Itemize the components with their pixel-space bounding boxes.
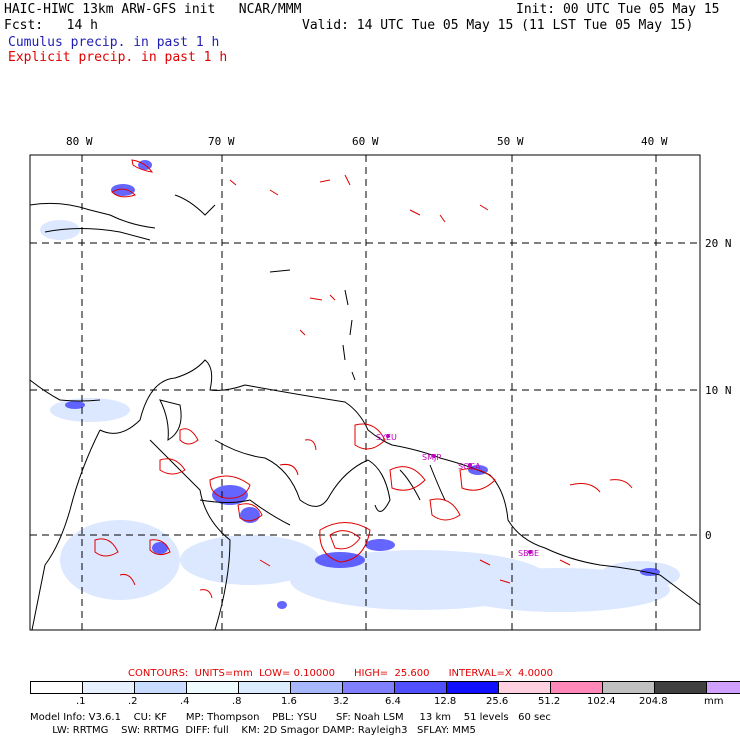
- colorbar: [30, 681, 740, 694]
- colorbar-tick-label: 102.4: [587, 696, 616, 707]
- cumulus-legend: Cumulus precip. in past 1 h: [8, 35, 220, 50]
- colorbar-tick-label: .8: [232, 696, 242, 707]
- valid-time: Valid: 14 UTC Tue 05 May 15 (11 LST Tue …: [302, 18, 694, 33]
- cumulus-precip: [65, 160, 660, 609]
- model-title: HAIC-HIWC 13km ARW-GFS init NCAR/MMM: [4, 2, 302, 17]
- colorbar-swatch: [447, 682, 499, 693]
- colorbar-swatch: [551, 682, 603, 693]
- colorbar-unit: mm: [704, 696, 724, 707]
- colorbar-tick-label: 204.8: [639, 696, 668, 707]
- lat-lon-grid: [30, 155, 700, 630]
- coastlines: [29, 194, 701, 631]
- lon-label: 60 W: [352, 135, 379, 148]
- colorbar-swatch: [395, 682, 447, 693]
- model-info-line2: LW: RRTMG SW: RRTMG DIFF: full KM: 2D Sm…: [30, 725, 476, 736]
- init-time: Init: 00 UTC Tue 05 May 15: [516, 2, 720, 17]
- lat-label: 10 N: [705, 384, 732, 397]
- lon-label: 70 W: [208, 135, 235, 148]
- colorbar-tick-label: 51.2: [538, 696, 561, 707]
- colorbar-swatch: [31, 682, 83, 693]
- colorbar-tick-label: .1: [76, 696, 86, 707]
- colorbar-tick-label: .2: [128, 696, 138, 707]
- colorbar-tick-label: 25.6: [486, 696, 509, 707]
- station-label: SMJP: [422, 453, 441, 462]
- lat-label: 20 N: [705, 237, 732, 250]
- colorbar-tick-label: 12.8: [434, 696, 457, 707]
- station-markers: SYEU SMJP SOCA SBBE: [376, 433, 539, 558]
- colorbar-swatch: [707, 682, 740, 693]
- lon-labels: 80 W 70 W 60 W 50 W 40 W: [66, 135, 668, 148]
- lat-labels: 20 N 10 N 0: [705, 237, 732, 542]
- model-info-line1: Model Info: V3.6.1 CU: KF MP: Thompson P…: [30, 712, 551, 723]
- colorbar-tick-label: 1.6: [281, 696, 297, 707]
- lat-label: 0: [705, 529, 712, 542]
- explicit-precip-contours: [94, 159, 633, 599]
- station-label: SYEU: [376, 433, 397, 442]
- lon-label: 80 W: [66, 135, 93, 148]
- explicit-legend: Explicit precip. in past 1 h: [8, 50, 228, 65]
- colorbar-swatch: [291, 682, 343, 693]
- lon-label: 50 W: [497, 135, 524, 148]
- colorbar-tick-label: 6.4: [385, 696, 401, 707]
- colorbar-swatch: [655, 682, 707, 693]
- colorbar-swatch: [83, 682, 135, 693]
- colorbar-tick-label: 3.2: [333, 696, 349, 707]
- colorbar-swatch: [343, 682, 395, 693]
- colorbar-swatch: [239, 682, 291, 693]
- station-label: SOCA: [458, 462, 481, 471]
- forecast-hour: Fcst: 14 h: [4, 18, 98, 33]
- colorbar-swatch: [135, 682, 187, 693]
- colorbar-swatch: [603, 682, 655, 693]
- colorbar-swatch: [187, 682, 239, 693]
- colorbar-tick-label: .4: [180, 696, 190, 707]
- colorbar-swatch: [499, 682, 551, 693]
- station-label: SBBE: [518, 549, 539, 558]
- contour-info: CONTOURS: UNITS=mm LOW= 0.10000 HIGH= 25…: [128, 668, 554, 679]
- lon-label: 40 W: [641, 135, 668, 148]
